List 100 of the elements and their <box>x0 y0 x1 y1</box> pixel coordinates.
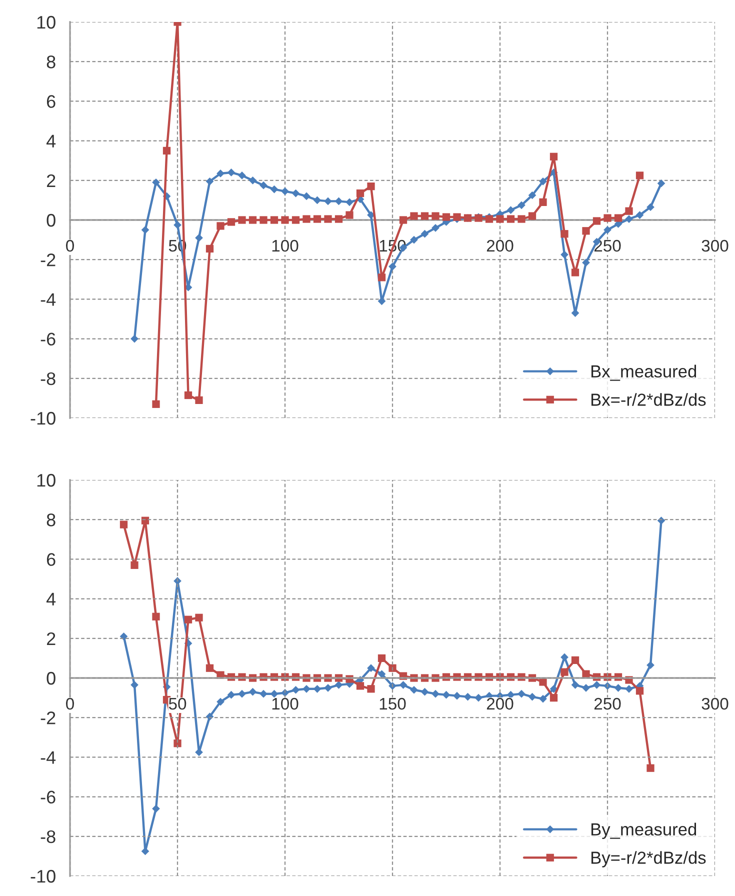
point <box>248 216 257 224</box>
point <box>334 681 343 689</box>
y-tick-label: -6 <box>40 790 56 804</box>
point <box>324 684 332 692</box>
point <box>539 678 547 686</box>
y-tick-label: 10 <box>37 474 56 487</box>
point <box>238 216 246 224</box>
point <box>324 197 332 206</box>
point <box>518 215 526 223</box>
point <box>636 211 644 219</box>
point <box>582 258 590 266</box>
point <box>432 224 440 232</box>
y-tick-label: 0 <box>46 672 56 685</box>
point <box>270 216 278 224</box>
point <box>560 668 568 676</box>
point <box>174 221 182 229</box>
point <box>410 686 418 694</box>
y-tick-label: 2 <box>46 632 56 645</box>
point <box>442 213 450 221</box>
point <box>528 692 536 701</box>
point <box>625 215 633 223</box>
point <box>152 178 160 186</box>
point <box>378 654 386 662</box>
legend-label: By=-r/2*dBz/ds <box>591 851 706 868</box>
y-tick-label: 4 <box>46 134 56 148</box>
y-tick-label: -8 <box>40 372 56 386</box>
point <box>152 804 160 813</box>
point <box>625 684 633 693</box>
point <box>432 212 440 220</box>
point <box>206 664 214 672</box>
y-tick-label: -4 <box>40 751 56 764</box>
point <box>518 201 526 210</box>
point <box>496 215 504 223</box>
point <box>528 212 536 220</box>
point <box>356 189 364 198</box>
point <box>506 206 515 214</box>
point <box>614 214 622 222</box>
y-tick-label: -8 <box>40 830 56 844</box>
point <box>227 168 236 176</box>
point <box>378 670 386 678</box>
point <box>130 334 138 343</box>
point <box>206 712 214 721</box>
point <box>592 217 601 225</box>
point <box>184 391 192 400</box>
point <box>388 262 396 270</box>
point <box>206 244 214 253</box>
point <box>539 694 547 703</box>
point <box>195 614 203 622</box>
point <box>227 690 236 699</box>
point <box>292 216 300 224</box>
point <box>184 616 192 624</box>
point <box>356 682 364 690</box>
point <box>216 698 224 706</box>
point <box>313 196 322 204</box>
y-tick-label: 10 <box>37 16 56 29</box>
point <box>162 146 171 155</box>
point <box>324 215 332 223</box>
point <box>270 690 278 698</box>
y-tick-label: 6 <box>46 95 56 108</box>
point <box>248 176 257 184</box>
point <box>432 690 440 698</box>
point <box>302 684 310 693</box>
point <box>388 682 396 690</box>
point <box>313 684 322 693</box>
point <box>292 686 300 694</box>
legend-label: By_measured <box>591 822 696 839</box>
x-tick-label: 200 <box>486 240 514 252</box>
point <box>367 685 375 693</box>
y-tick-label: -2 <box>40 254 56 266</box>
point <box>453 692 461 700</box>
point <box>206 177 214 186</box>
point <box>260 216 268 224</box>
point <box>270 185 278 194</box>
y-tick-label: 8 <box>46 514 56 526</box>
point <box>141 226 150 234</box>
point <box>130 561 138 569</box>
point <box>582 684 590 692</box>
point <box>592 681 601 689</box>
point <box>604 214 612 222</box>
point <box>604 226 612 234</box>
point <box>571 268 580 276</box>
point <box>399 681 408 689</box>
point <box>410 236 418 244</box>
point <box>539 198 547 206</box>
point <box>195 234 203 242</box>
point <box>625 207 633 215</box>
point <box>302 215 310 223</box>
y-tick-label: -2 <box>40 712 56 724</box>
legend-label: Bx=-r/2*dBz/ds <box>591 393 706 406</box>
point <box>292 189 300 198</box>
point <box>571 681 580 689</box>
y-tick-label: 8 <box>46 56 56 68</box>
point <box>216 170 224 178</box>
point <box>550 684 558 693</box>
point <box>281 216 289 224</box>
x-tick-label: 300 <box>702 240 728 252</box>
point <box>367 664 375 672</box>
point <box>120 632 128 640</box>
point <box>442 690 450 699</box>
x-tick-label: 0 <box>66 240 74 252</box>
